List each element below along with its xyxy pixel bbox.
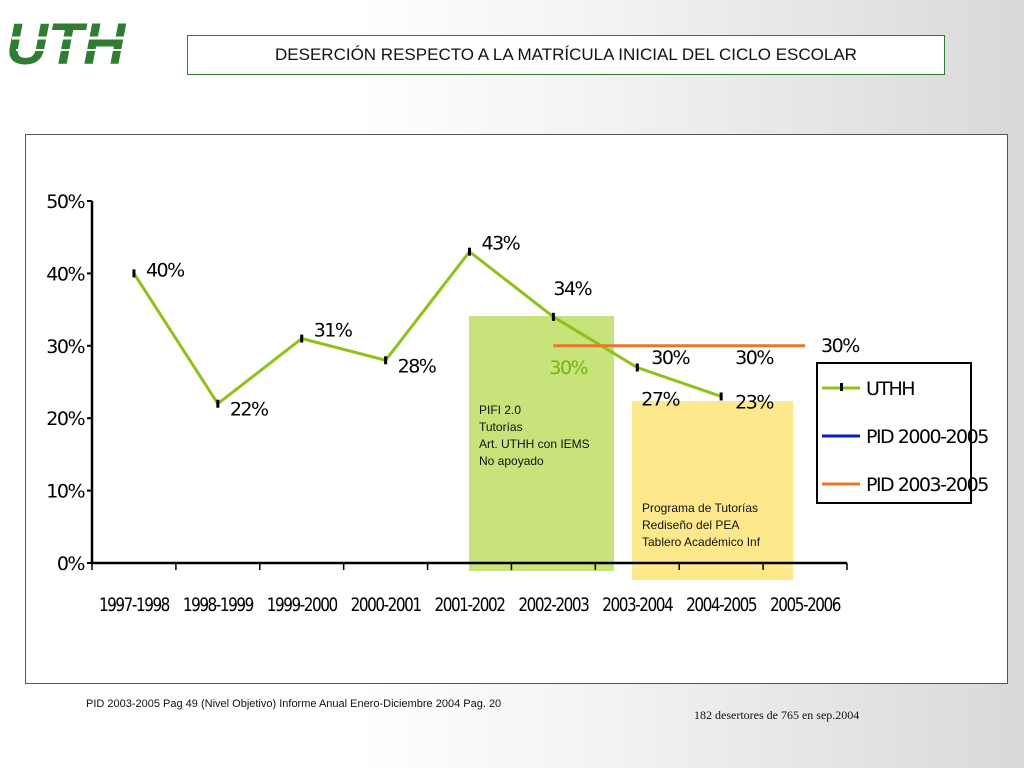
yellow-annotation-box — [632, 401, 793, 580]
y-tick-label: 20% — [46, 408, 84, 430]
source-footnote: PID 2003-2005 Pag 49 (Nivel Objetivo) In… — [86, 698, 502, 710]
x-tick-label: 1998-1999 — [183, 594, 254, 616]
uthh-logo: UTH — [6, 12, 132, 76]
chart-data-labels: 40% 22% 31% 28% 43% 34% 27% 23% 30% 30% 30% 30% — [146, 233, 861, 421]
legend-marker — [840, 383, 843, 391]
data-label-uthh: 40% — [146, 259, 184, 281]
point-uthh — [216, 399, 220, 408]
data-label-pid-2003-2005: 30% — [651, 347, 689, 369]
y-tick-label: 10% — [46, 481, 84, 503]
point-uthh — [635, 363, 639, 372]
dropout-chart: 0% 10% 20% 30% 40% 50% 1997-1998 1998-1999 1999-… — [46, 191, 990, 616]
legend-label: UTHH — [866, 378, 914, 400]
point-uthh — [468, 247, 471, 256]
logo-text: UTH — [6, 12, 126, 76]
x-tick-label: 2003-2004 — [602, 594, 673, 616]
page-title-text: DESERCIÓN RESPECTO A LA MATRÍCULA INICIA… — [275, 45, 857, 64]
series-line-uthh — [132, 249, 722, 406]
legend-box — [816, 362, 972, 504]
annotation-boxes — [469, 316, 793, 580]
page-title: DESERCIÓN RESPECTO A LA MATRÍCULA INICIA… — [187, 35, 945, 75]
deserters-note: 182 desertores de 765 en sep.2004 — [694, 708, 860, 722]
chart-series — [132, 247, 806, 408]
x-tick-label: 1999-2000 — [267, 594, 338, 616]
y-tick-label: 30% — [46, 336, 84, 358]
yellow-box-note: Programa de Tutorías Rediseño del PEA Tabl… — [642, 500, 760, 551]
x-tick-label: 2005-2006 — [770, 594, 841, 616]
point-uthh — [551, 312, 555, 321]
y-tick-label: 0% — [57, 553, 85, 575]
green-box-note: PIFI 2.0 Tutorías Art. UTHH con IEMS No apo… — [479, 402, 590, 470]
x-tick-label: 2002-2003 — [518, 594, 589, 616]
y-tick-label: 50% — [46, 191, 84, 213]
data-label-uthh: 43% — [482, 233, 520, 255]
data-label-uthh: 34% — [553, 278, 591, 300]
note-line: No apoyado — [479, 454, 544, 468]
data-label-uthh: 28% — [398, 355, 436, 377]
note-line: PIFI 2.0 — [479, 403, 522, 417]
data-label-uthh: 27% — [641, 389, 679, 411]
point-uthh — [719, 392, 723, 401]
note-line: Tablero Académico Inf — [642, 535, 761, 549]
note-line: Art. UTHH con IEMS — [479, 437, 590, 451]
data-label-pid-2003-2005: 30% — [821, 335, 859, 357]
x-tick-label: 2000-2001 — [351, 594, 422, 616]
x-tick-label: 2004-2005 — [686, 594, 757, 616]
note-line: Programa de Tutorías — [642, 501, 759, 515]
point-uthh — [384, 356, 388, 365]
chart-legend: UTHH PID 2000-2005 PID 2003-2005 — [816, 362, 990, 504]
point-uthh — [300, 334, 304, 343]
y-tick-label: 40% — [46, 263, 84, 285]
data-label-pid-2003-2005: 30% — [549, 357, 587, 379]
data-label-uthh: 22% — [230, 399, 268, 421]
data-label-uthh: 23% — [735, 391, 773, 413]
note-line: Tutorías — [479, 420, 523, 434]
legend-label: PID 2000-2005 — [866, 426, 988, 448]
chart-axes: 0% 10% 20% 30% 40% 50% 1997-1998 1998-1999 1999-… — [46, 191, 848, 616]
x-tick-label: 2001-2002 — [435, 594, 506, 616]
data-label-pid-2003-2005: 30% — [735, 347, 773, 369]
legend-label: PID 2003-2005 — [866, 474, 988, 496]
data-label-uthh: 31% — [314, 320, 352, 342]
point-uthh — [132, 269, 136, 278]
x-tick-label: 1997-1998 — [99, 594, 170, 616]
green-annotation-box — [469, 316, 614, 571]
note-line: Rediseño del PEA — [642, 518, 740, 532]
